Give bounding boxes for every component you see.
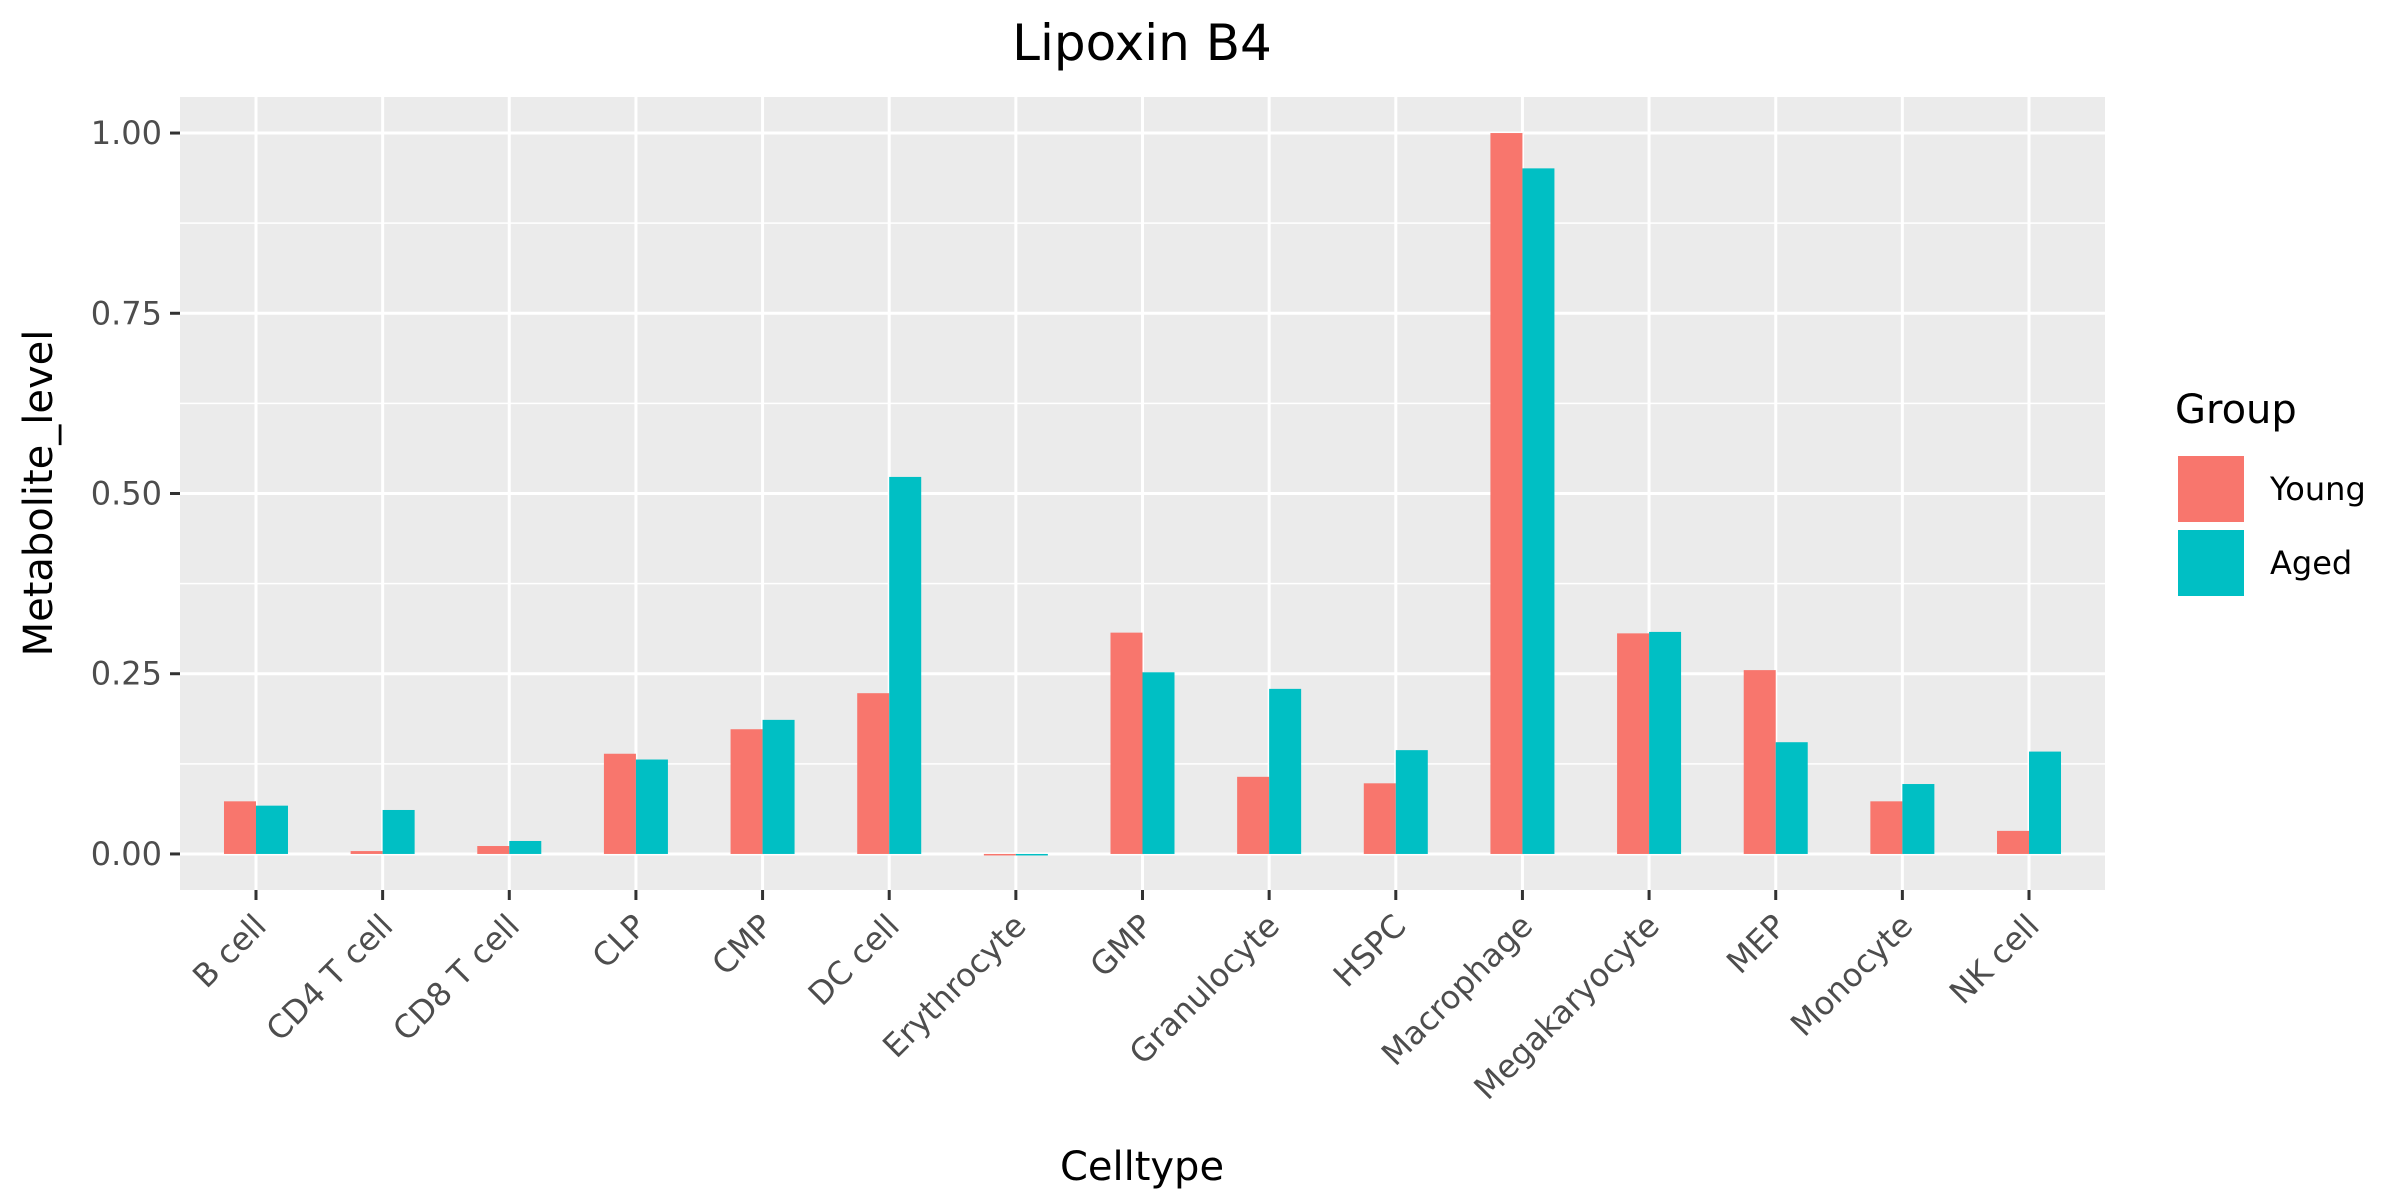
x-tick-label: CLP: [585, 907, 654, 976]
bar-young: [223, 801, 256, 854]
bar-aged: [1902, 784, 1935, 854]
bar-young: [477, 846, 510, 854]
bar-aged: [2029, 751, 2062, 854]
bar-young: [730, 729, 763, 854]
x-tick-label: HSPC: [1326, 907, 1414, 995]
legend-title: Group: [2175, 387, 2297, 433]
x-tick-label: CD4 T cell: [259, 907, 401, 1049]
legend-label-young: Young: [2269, 470, 2366, 508]
bar-young: [1870, 801, 1903, 854]
x-tick-label: GMP: [1083, 907, 1161, 985]
x-tick-label: MEP: [1719, 907, 1793, 981]
bar-young: [1997, 830, 2030, 854]
bar-young: [350, 851, 383, 854]
x-tick-label: Monocyte: [1783, 907, 1920, 1044]
bar-young: [857, 693, 890, 854]
x-tick-label: CD8 T cell: [385, 907, 527, 1049]
bar-young: [1490, 133, 1523, 854]
x-tick-label: B cell: [185, 907, 274, 996]
bar-aged: [509, 840, 542, 854]
x-axis-title: Celltype: [1060, 1144, 1224, 1190]
bar-aged: [1649, 631, 1682, 854]
y-tick-label: 0.25: [91, 655, 162, 693]
bar-young: [603, 753, 636, 854]
bar-aged: [1269, 688, 1302, 854]
bar-young: [1110, 632, 1143, 854]
bar-aged: [1142, 672, 1175, 854]
legend-key-young: [2178, 456, 2244, 522]
bar-aged: [382, 809, 415, 854]
bar-young: [983, 853, 1016, 856]
y-tick-label: 1.00: [91, 114, 162, 152]
y-tick-label: 0.50: [91, 475, 162, 513]
y-tick-label: 0.75: [91, 294, 162, 332]
bar-young: [1743, 670, 1776, 854]
y-axis-title: Metabolite_level: [16, 330, 62, 657]
legend: Group Young Aged: [2175, 387, 2366, 596]
bar-aged: [1775, 742, 1808, 854]
bar-aged: [255, 805, 288, 854]
bars-layer: [223, 133, 2062, 856]
x-tick-label: NK cell: [1942, 907, 2047, 1012]
legend-key-aged: [2178, 530, 2244, 596]
x-tick-label: CMP: [704, 907, 780, 983]
legend-label-aged: Aged: [2270, 544, 2352, 582]
bar-aged: [635, 759, 668, 854]
bar-aged: [889, 476, 922, 854]
bar-young: [1617, 633, 1650, 854]
bar-aged: [1522, 168, 1555, 854]
bar-aged: [1015, 853, 1048, 856]
y-tick-label: 0.00: [91, 835, 162, 873]
bar-young: [1363, 783, 1396, 854]
bar-aged: [762, 719, 795, 854]
chart-title: Lipoxin B4: [1012, 14, 1272, 72]
bar-young: [1237, 776, 1270, 854]
bar-aged: [1395, 750, 1428, 854]
x-tick-label: DC cell: [801, 907, 907, 1013]
